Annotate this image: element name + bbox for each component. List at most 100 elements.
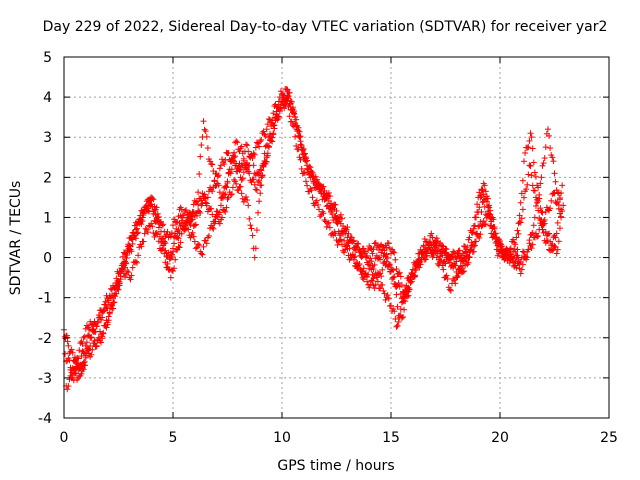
data-point	[360, 249, 367, 256]
data-point	[537, 180, 544, 187]
data-point	[382, 296, 389, 303]
data-point	[75, 355, 82, 362]
data-point	[334, 220, 341, 227]
data-point	[482, 188, 489, 195]
data-point	[102, 301, 109, 308]
data-point	[176, 244, 183, 251]
data-point	[100, 307, 107, 314]
data-point	[293, 123, 300, 130]
y-tick-label: 3	[43, 130, 52, 146]
data-point	[523, 186, 530, 193]
data-point	[519, 177, 526, 184]
y-tick-label: 1	[43, 210, 52, 226]
data-point	[203, 240, 210, 247]
data-point	[224, 178, 231, 185]
data-point	[440, 266, 447, 273]
data-point	[256, 198, 263, 205]
y-tick-label: 4	[43, 90, 52, 106]
data-point	[452, 262, 459, 269]
data-point	[217, 162, 224, 169]
data-point	[371, 261, 378, 268]
data-point	[385, 240, 392, 247]
data-point	[528, 245, 535, 252]
data-point	[219, 156, 226, 163]
data-point	[170, 248, 176, 255]
data-point	[420, 243, 427, 250]
data-point	[270, 110, 277, 117]
data-point	[527, 162, 534, 169]
data-point	[519, 261, 526, 268]
data-point	[64, 338, 71, 345]
data-point	[369, 250, 376, 257]
data-point	[258, 136, 265, 143]
data-point	[98, 339, 105, 346]
data-point	[350, 237, 357, 244]
y-tick-label: -3	[38, 371, 52, 387]
data-point	[297, 138, 304, 145]
data-point	[210, 168, 217, 175]
data-point	[255, 209, 262, 216]
data-point	[174, 234, 181, 241]
data-point	[293, 142, 300, 149]
data-point	[217, 202, 224, 209]
data-point	[165, 266, 172, 273]
data-point	[518, 266, 525, 273]
data-point	[320, 210, 327, 217]
data-point	[99, 335, 106, 342]
data-point	[205, 232, 212, 239]
data-point	[480, 198, 487, 205]
data-point	[82, 352, 89, 359]
data-point	[459, 257, 466, 264]
data-point	[486, 204, 493, 211]
data-point	[450, 248, 457, 255]
data-point	[392, 256, 399, 263]
data-point	[181, 224, 188, 231]
data-point	[512, 241, 519, 248]
y-tick-label: 0	[43, 251, 52, 267]
data-point	[289, 122, 296, 129]
data-point	[469, 241, 476, 248]
data-point	[465, 253, 472, 260]
data-point	[209, 224, 216, 231]
data-point	[366, 284, 373, 291]
data-point	[541, 220, 548, 227]
y-tick-label: 2	[43, 170, 52, 186]
data-point	[173, 247, 180, 254]
data-point	[198, 142, 205, 149]
data-point	[440, 243, 447, 250]
data-point	[391, 308, 398, 315]
data-point	[234, 165, 241, 172]
data-point	[497, 237, 503, 244]
data-point	[236, 148, 243, 155]
data-point	[513, 234, 520, 241]
data-point	[154, 217, 161, 224]
data-point	[499, 253, 506, 260]
data-point	[128, 248, 135, 255]
data-point	[104, 321, 111, 328]
data-point	[202, 128, 209, 135]
data-point	[175, 243, 182, 250]
data-point	[487, 222, 494, 229]
data-point	[210, 225, 217, 232]
data-point	[280, 97, 287, 104]
data-point	[386, 261, 393, 268]
data-point	[529, 241, 536, 248]
data-point	[263, 126, 270, 133]
data-point	[478, 208, 485, 215]
x-tick-label: 10	[273, 430, 291, 446]
data-point	[111, 299, 118, 306]
data-point	[249, 232, 256, 239]
data-point	[298, 165, 305, 172]
data-point	[515, 230, 522, 237]
data-point	[216, 209, 223, 216]
data-point	[171, 240, 178, 247]
data-point	[422, 248, 429, 255]
data-point	[227, 191, 234, 198]
data-point	[370, 266, 377, 273]
data-point	[246, 215, 253, 222]
data-point	[551, 170, 558, 177]
data-point	[538, 217, 545, 224]
data-point	[439, 252, 446, 259]
data-point	[399, 314, 406, 321]
data-point	[192, 221, 199, 228]
